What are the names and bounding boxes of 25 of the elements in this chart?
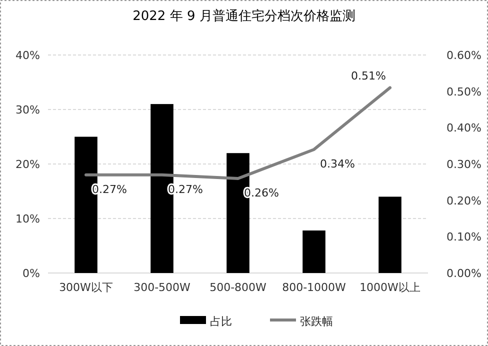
y2-tick-label: 0.40% xyxy=(446,122,482,135)
x-tick-label: 300W以下 xyxy=(59,281,113,294)
y2-tick-label: 0.30% xyxy=(446,158,482,171)
x-tick-label: 500-800W xyxy=(210,281,267,294)
legend-label: 张跌幅 xyxy=(300,315,333,328)
legend-label: 占比 xyxy=(210,315,232,328)
y2-tick-label: 0.50% xyxy=(446,85,482,98)
y-tick-label: 40% xyxy=(16,49,40,62)
y-tick-label: 0% xyxy=(22,267,40,280)
data-label: 0.34% xyxy=(320,157,355,170)
chart-title: 2022 年 9 月普通住宅分档次价格监测 xyxy=(132,8,356,24)
x-tick-label: 1000W以上 xyxy=(360,281,420,294)
y-tick-label: 20% xyxy=(16,158,40,171)
x-tick-label: 800-1000W xyxy=(282,281,346,294)
line-series xyxy=(84,86,392,180)
data-label: 0.51% xyxy=(351,70,386,83)
y2-tick-label: 0.60% xyxy=(446,49,482,62)
y-tick-label: 10% xyxy=(16,212,40,226)
y2-tick-label: 0.20% xyxy=(446,194,482,208)
bar xyxy=(302,230,326,273)
y-tick-label: 30% xyxy=(16,104,40,116)
y2-tick-label: 0.00% xyxy=(446,267,482,280)
y2-tick-label: 0.10% xyxy=(446,230,482,244)
bar xyxy=(378,196,402,273)
x-tick-label: 300-500W xyxy=(134,281,191,294)
